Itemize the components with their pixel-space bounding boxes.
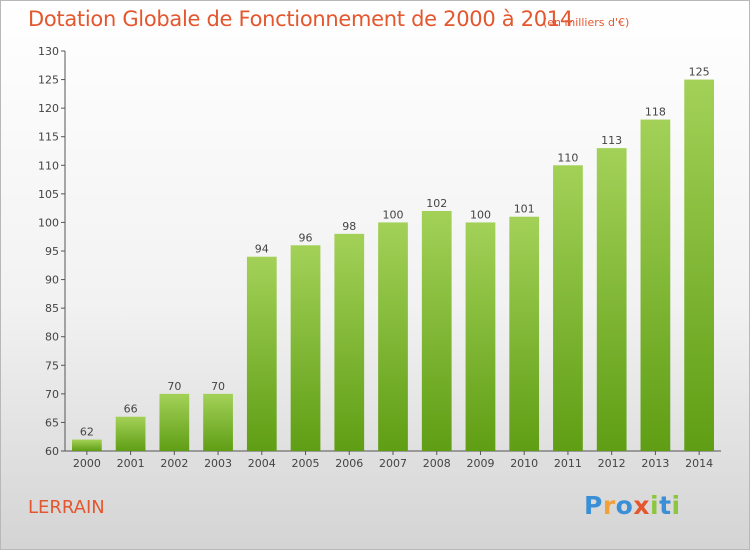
bar	[465, 222, 496, 451]
y-tick-label: 90	[45, 274, 59, 287]
bar	[334, 233, 365, 451]
bar-value-label: 96	[299, 231, 313, 244]
bar-value-label: 125	[689, 66, 710, 79]
y-tick-label: 100	[38, 216, 59, 229]
logo-letter: x	[633, 491, 650, 520]
y-tick-label: 105	[38, 188, 59, 201]
x-tick-label: 2014	[685, 457, 713, 470]
logo-letter: t	[659, 491, 672, 520]
bar-value-label: 113	[601, 134, 622, 147]
commune-name: LERRAIN	[28, 497, 105, 518]
y-tick-label: 75	[45, 359, 59, 372]
y-tick-label: 120	[38, 102, 59, 115]
y-tick-label: 80	[45, 331, 59, 344]
y-tick-label: 70	[45, 388, 59, 401]
x-tick-label: 2007	[379, 457, 407, 470]
bar	[203, 393, 233, 451]
x-tick-label: 2006	[335, 457, 363, 470]
bar-value-label: 70	[211, 380, 225, 393]
logo-letter: o	[615, 491, 634, 520]
y-tick-label: 95	[45, 245, 59, 258]
bar-value-label: 100	[383, 208, 404, 221]
data-labels: 62 66 70 70 94 96 98 100 102 100 101 110 113 118 125	[80, 66, 710, 439]
bar	[640, 119, 671, 452]
proxiti-logo[interactable]: Proxiti	[584, 491, 681, 520]
y-tick-label: 130	[38, 45, 59, 58]
logo-letter: r	[602, 491, 616, 520]
bar	[378, 222, 408, 451]
bar-value-label: 118	[645, 106, 666, 119]
bar	[71, 439, 102, 451]
logo-letter: i	[671, 491, 681, 520]
bar	[509, 216, 540, 451]
x-tick-label: 2000	[73, 457, 101, 470]
chart-title: Dotation Globale de Fonctionnement de 20…	[28, 7, 573, 31]
bar	[421, 211, 452, 451]
y-tick-label: 60	[45, 445, 59, 458]
logo-letter: i	[650, 491, 660, 520]
bar-value-label: 94	[255, 243, 269, 256]
bar	[553, 165, 583, 452]
bar-value-label: 100	[470, 208, 491, 221]
x-tick-label: 2012	[598, 457, 626, 470]
bar	[596, 148, 627, 451]
bar	[159, 393, 190, 451]
y-tick-label: 85	[45, 302, 59, 315]
bar	[246, 256, 277, 451]
y-tick-label: 115	[38, 131, 59, 144]
bar	[290, 245, 321, 451]
y-tick-label: 125	[38, 74, 59, 87]
bar-value-label: 70	[167, 380, 181, 393]
x-tick-label: 2011	[554, 457, 582, 470]
bar-value-label: 101	[514, 203, 535, 216]
bar-value-label: 102	[426, 197, 447, 210]
x-tick-label: 2002	[160, 457, 188, 470]
x-tick-label: 2004	[248, 457, 276, 470]
bar-value-label: 66	[124, 403, 138, 416]
bar-value-label: 98	[342, 220, 356, 233]
bar	[684, 79, 715, 452]
bars	[71, 79, 715, 452]
x-tick-label: 2003	[204, 457, 232, 470]
y-tick-label: 110	[38, 159, 59, 172]
bar-value-label: 110	[557, 151, 578, 164]
bar-value-label: 62	[80, 426, 94, 439]
x-tick-label: 2010	[510, 457, 538, 470]
logo-letter: P	[584, 491, 603, 520]
chart-subtitle: (en milliers d'€)	[543, 16, 630, 29]
x-tick-label: 2005	[292, 457, 320, 470]
x-tick-label: 2009	[466, 457, 494, 470]
x-tick-label: 2013	[641, 457, 669, 470]
x-tick-label: 2001	[117, 457, 145, 470]
x-tick-label: 2008	[423, 457, 451, 470]
bar	[115, 416, 146, 451]
axes: 60 65 70 75 80 85 90 95 100 105 110 115 120 125 130 200…	[38, 45, 721, 470]
y-tick-label: 65	[45, 416, 59, 429]
